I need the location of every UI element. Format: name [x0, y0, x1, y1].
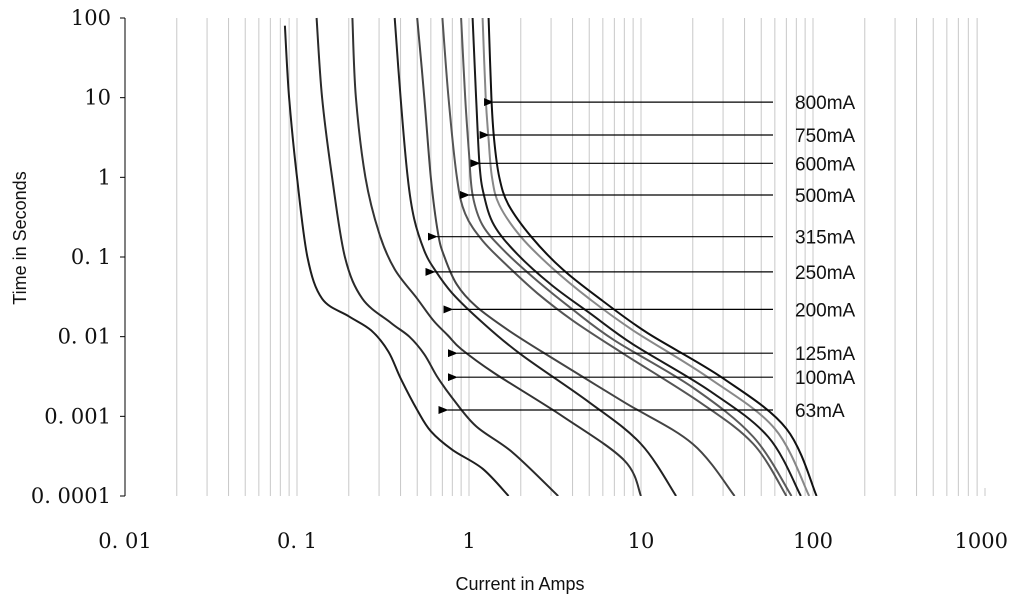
- y-tick-label: 0. 01: [58, 325, 111, 349]
- series-curve-200mA: [393, 17, 677, 496]
- y-tick-label: 0. 0001: [31, 484, 111, 508]
- y-axis-title: Time in Seconds: [10, 171, 30, 304]
- x-tick-label: 100: [793, 529, 833, 553]
- annotation-label: 750mA: [795, 126, 856, 147]
- annotation-label: 63mA: [795, 401, 845, 422]
- series-annotations: 63mA 100mA 125mA 200mA 250mA 315mA 500mA 600mA 7…: [425, 93, 856, 422]
- annotation-label: 600mA: [795, 154, 856, 175]
- y-tick-label: 0. 1: [71, 245, 111, 269]
- annotation-label: 315mA: [795, 228, 856, 249]
- series-curve-63mA: [283, 25, 510, 496]
- axes: [120, 17, 126, 497]
- series-curve-100mA: [315, 17, 559, 496]
- x-tick-label: 1000: [955, 529, 1008, 553]
- series-curve-315mA: [441, 17, 788, 496]
- y-tick-label: 100: [71, 6, 111, 30]
- tick-labels: 100 10 1 0. 1 0. 01 0. 001 0. 0001 0. 01 0. 1 1 10…: [31, 6, 1008, 553]
- annotation-label: 250mA: [795, 263, 856, 284]
- annotation-label: 125mA: [795, 344, 856, 365]
- annotation-label: 200mA: [795, 300, 856, 321]
- series-curve-800mA: [487, 17, 818, 496]
- grid-lines: [176, 18, 986, 496]
- annotation-label: 100mA: [795, 368, 856, 389]
- annotation-label: 500mA: [795, 186, 856, 207]
- series-curve-125mA: [351, 17, 642, 496]
- x-axis-title: Current in Amps: [455, 574, 584, 594]
- y-tick-label: 0. 001: [44, 404, 111, 428]
- x-tick-label: 0. 1: [277, 529, 317, 553]
- x-tick-label: 10: [628, 529, 655, 553]
- series-curve-750mA: [481, 17, 811, 496]
- x-tick-label: 1: [462, 529, 475, 553]
- annotation-label: 800mA: [795, 93, 856, 114]
- y-tick-label: 10: [84, 86, 111, 110]
- series-curve-500mA: [460, 17, 793, 496]
- series-curve-600mA: [471, 17, 802, 496]
- y-tick-label: 1: [98, 165, 111, 189]
- x-tick-label: 0. 01: [98, 529, 151, 553]
